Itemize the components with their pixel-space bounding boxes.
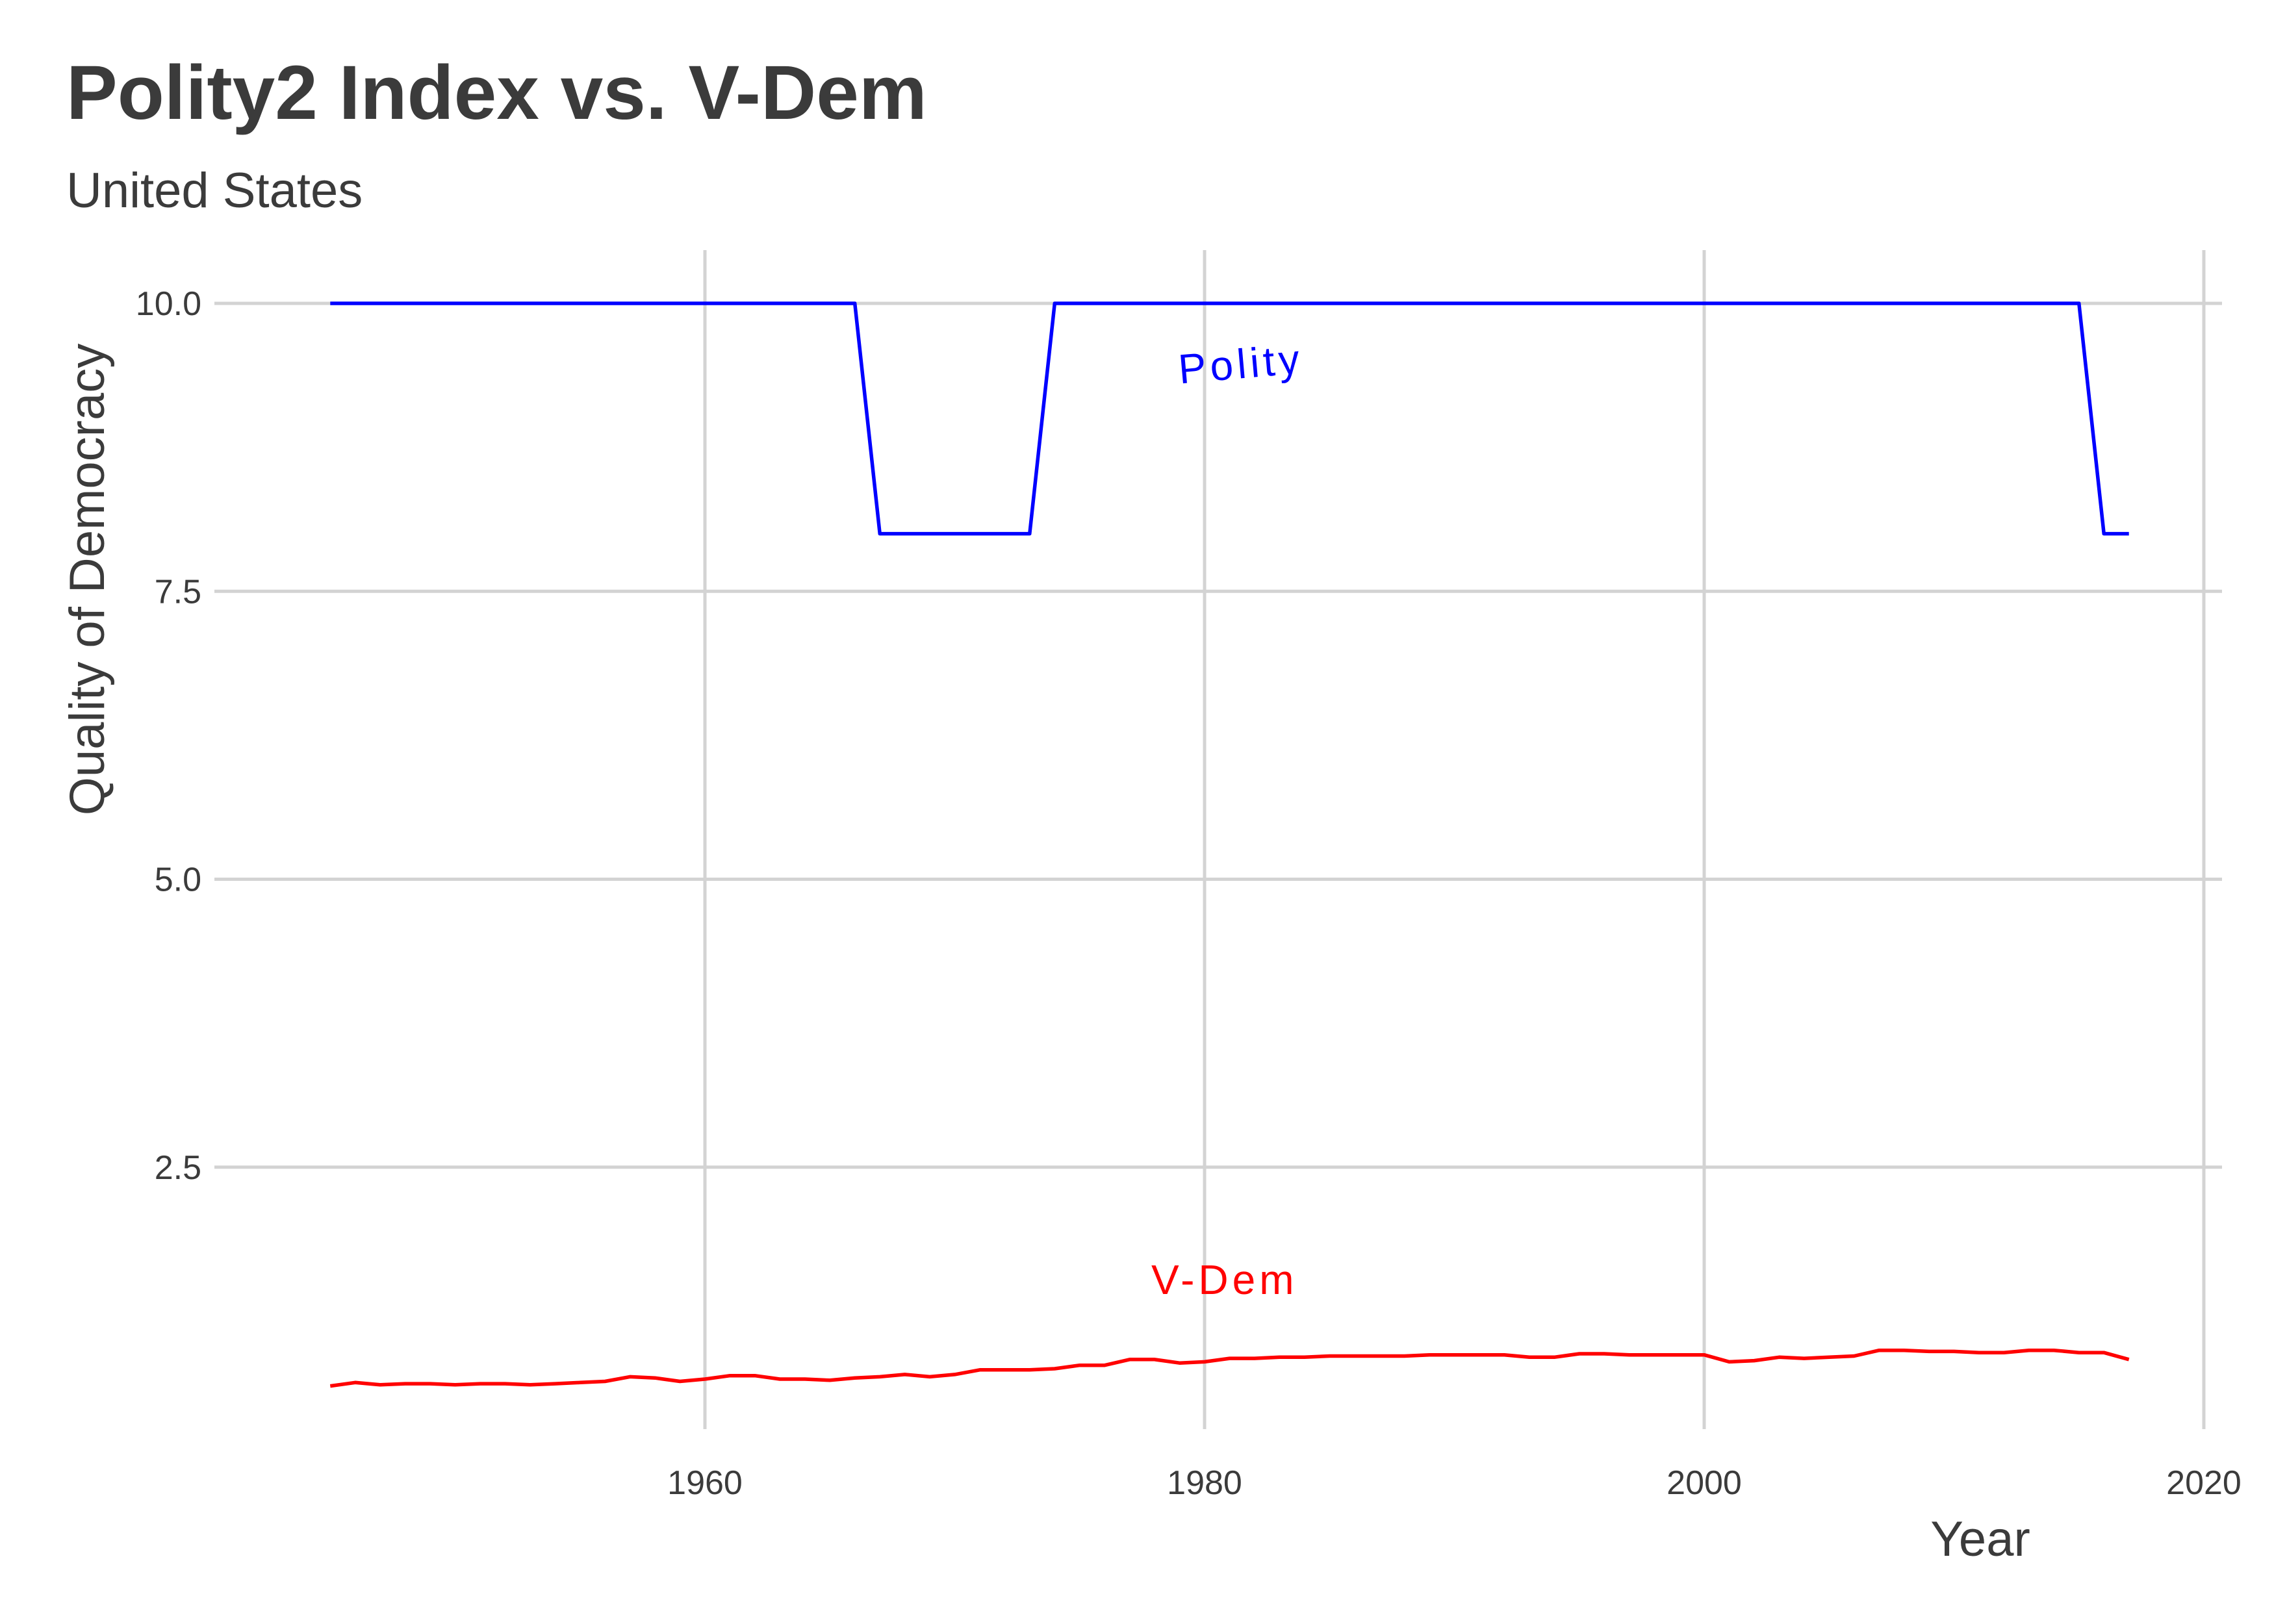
x-axis-title: Year: [1930, 1512, 2030, 1567]
x-tick-label-1980: 1980: [1167, 1464, 1242, 1502]
series-label-v-dem: V-Dem: [1151, 1256, 1298, 1303]
x-tick-labels: 1960 1980 2000 2020: [667, 1464, 2242, 1502]
x-gridlines: [703, 250, 2206, 1429]
x-tick-label-2020: 2020: [2166, 1464, 2242, 1502]
chart-title: Polity2 Index vs. V-Dem: [66, 50, 927, 136]
x-tick-label-2000: 2000: [1667, 1464, 1742, 1502]
y-tick-label-5: 5.0: [155, 861, 201, 899]
series-label-polity: Polity: [1177, 335, 1305, 393]
series-line-v-dem: [329, 1348, 2130, 1388]
y-tick-label-10: 10.0: [136, 285, 201, 323]
series-lines: [329, 301, 2130, 1388]
y-axis-title: Quality of Democracy: [60, 344, 115, 815]
y-tick-label-2-5: 2.5: [155, 1149, 201, 1187]
series-labels: Polity V-Dem: [1151, 335, 1305, 1303]
y-tick-label-7-5: 7.5: [155, 573, 201, 611]
x-tick-label-1960: 1960: [667, 1464, 743, 1502]
chart-subtitle: United States: [66, 163, 363, 218]
y-tick-labels: 2.5 5.0 7.5 10.0: [136, 285, 201, 1187]
y-gridlines: [214, 301, 2222, 1169]
series-line-polity: [330, 301, 2129, 536]
